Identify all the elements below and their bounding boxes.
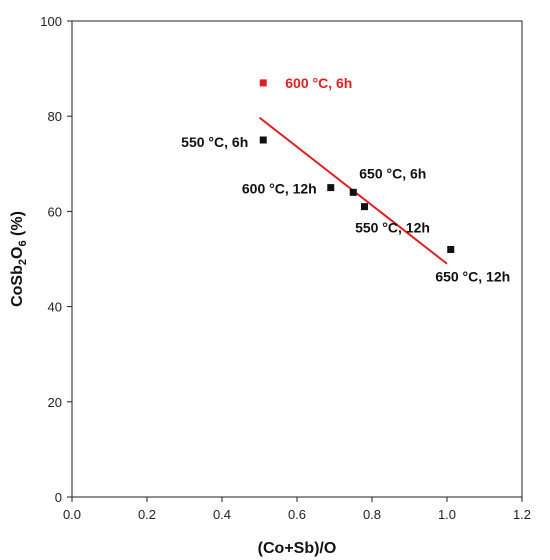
point-label: 650 °C, 6h: [359, 165, 426, 181]
data-point: [259, 136, 267, 144]
x-axis-title: (Co+Sb)/O: [258, 540, 337, 557]
y-axis-ticks: 0 20 40 60 80 100: [40, 14, 72, 505]
x-tick-label: 0.0: [63, 507, 81, 522]
x-tick-label: 1.2: [513, 507, 531, 522]
y-tick-label: 80: [48, 109, 62, 124]
plot-area: [71, 20, 523, 498]
point-label: 600 °C, 6h: [285, 75, 352, 91]
point-labels: 600 °C, 6h 550 °C, 6h 600 °C, 12h 650 °C, 6…: [181, 75, 510, 285]
y-title-part: CoSb: [9, 265, 26, 307]
y-tick-label: 100: [40, 14, 62, 29]
y-tick-label: 20: [48, 395, 62, 410]
data-point: [259, 79, 267, 87]
y-title-part: O: [9, 247, 26, 259]
point-label: 600 °C, 12h: [242, 181, 317, 197]
point-label: 550 °C, 12h: [355, 220, 430, 236]
data-point: [447, 245, 455, 253]
y-tick-label: 60: [48, 204, 62, 219]
y-title-subscript: 2: [17, 259, 29, 265]
y-title-part: (%): [9, 211, 26, 240]
y-tick-label: 40: [48, 300, 62, 315]
y-title-subscript: 6: [17, 240, 29, 246]
x-axis-ticks: 0.0 0.2 0.4 0.6 0.8 1.0 1.2: [63, 497, 531, 522]
x-tick-label: 0.8: [363, 507, 381, 522]
data-point: [361, 203, 368, 211]
data-points: [259, 79, 455, 253]
x-tick-label: 0.2: [138, 507, 156, 522]
y-tick-label: 0: [55, 490, 62, 505]
point-label: 550 °C, 6h: [181, 134, 248, 150]
data-point: [327, 184, 335, 192]
x-tick-label: 0.6: [288, 507, 306, 522]
y-axis-title: CoSb2O6 (%): [9, 211, 29, 307]
point-label: 650 °C, 12h: [435, 268, 510, 284]
x-tick-label: 0.4: [213, 507, 231, 522]
data-point: [349, 188, 357, 196]
x-tick-label: 1.0: [438, 507, 456, 522]
